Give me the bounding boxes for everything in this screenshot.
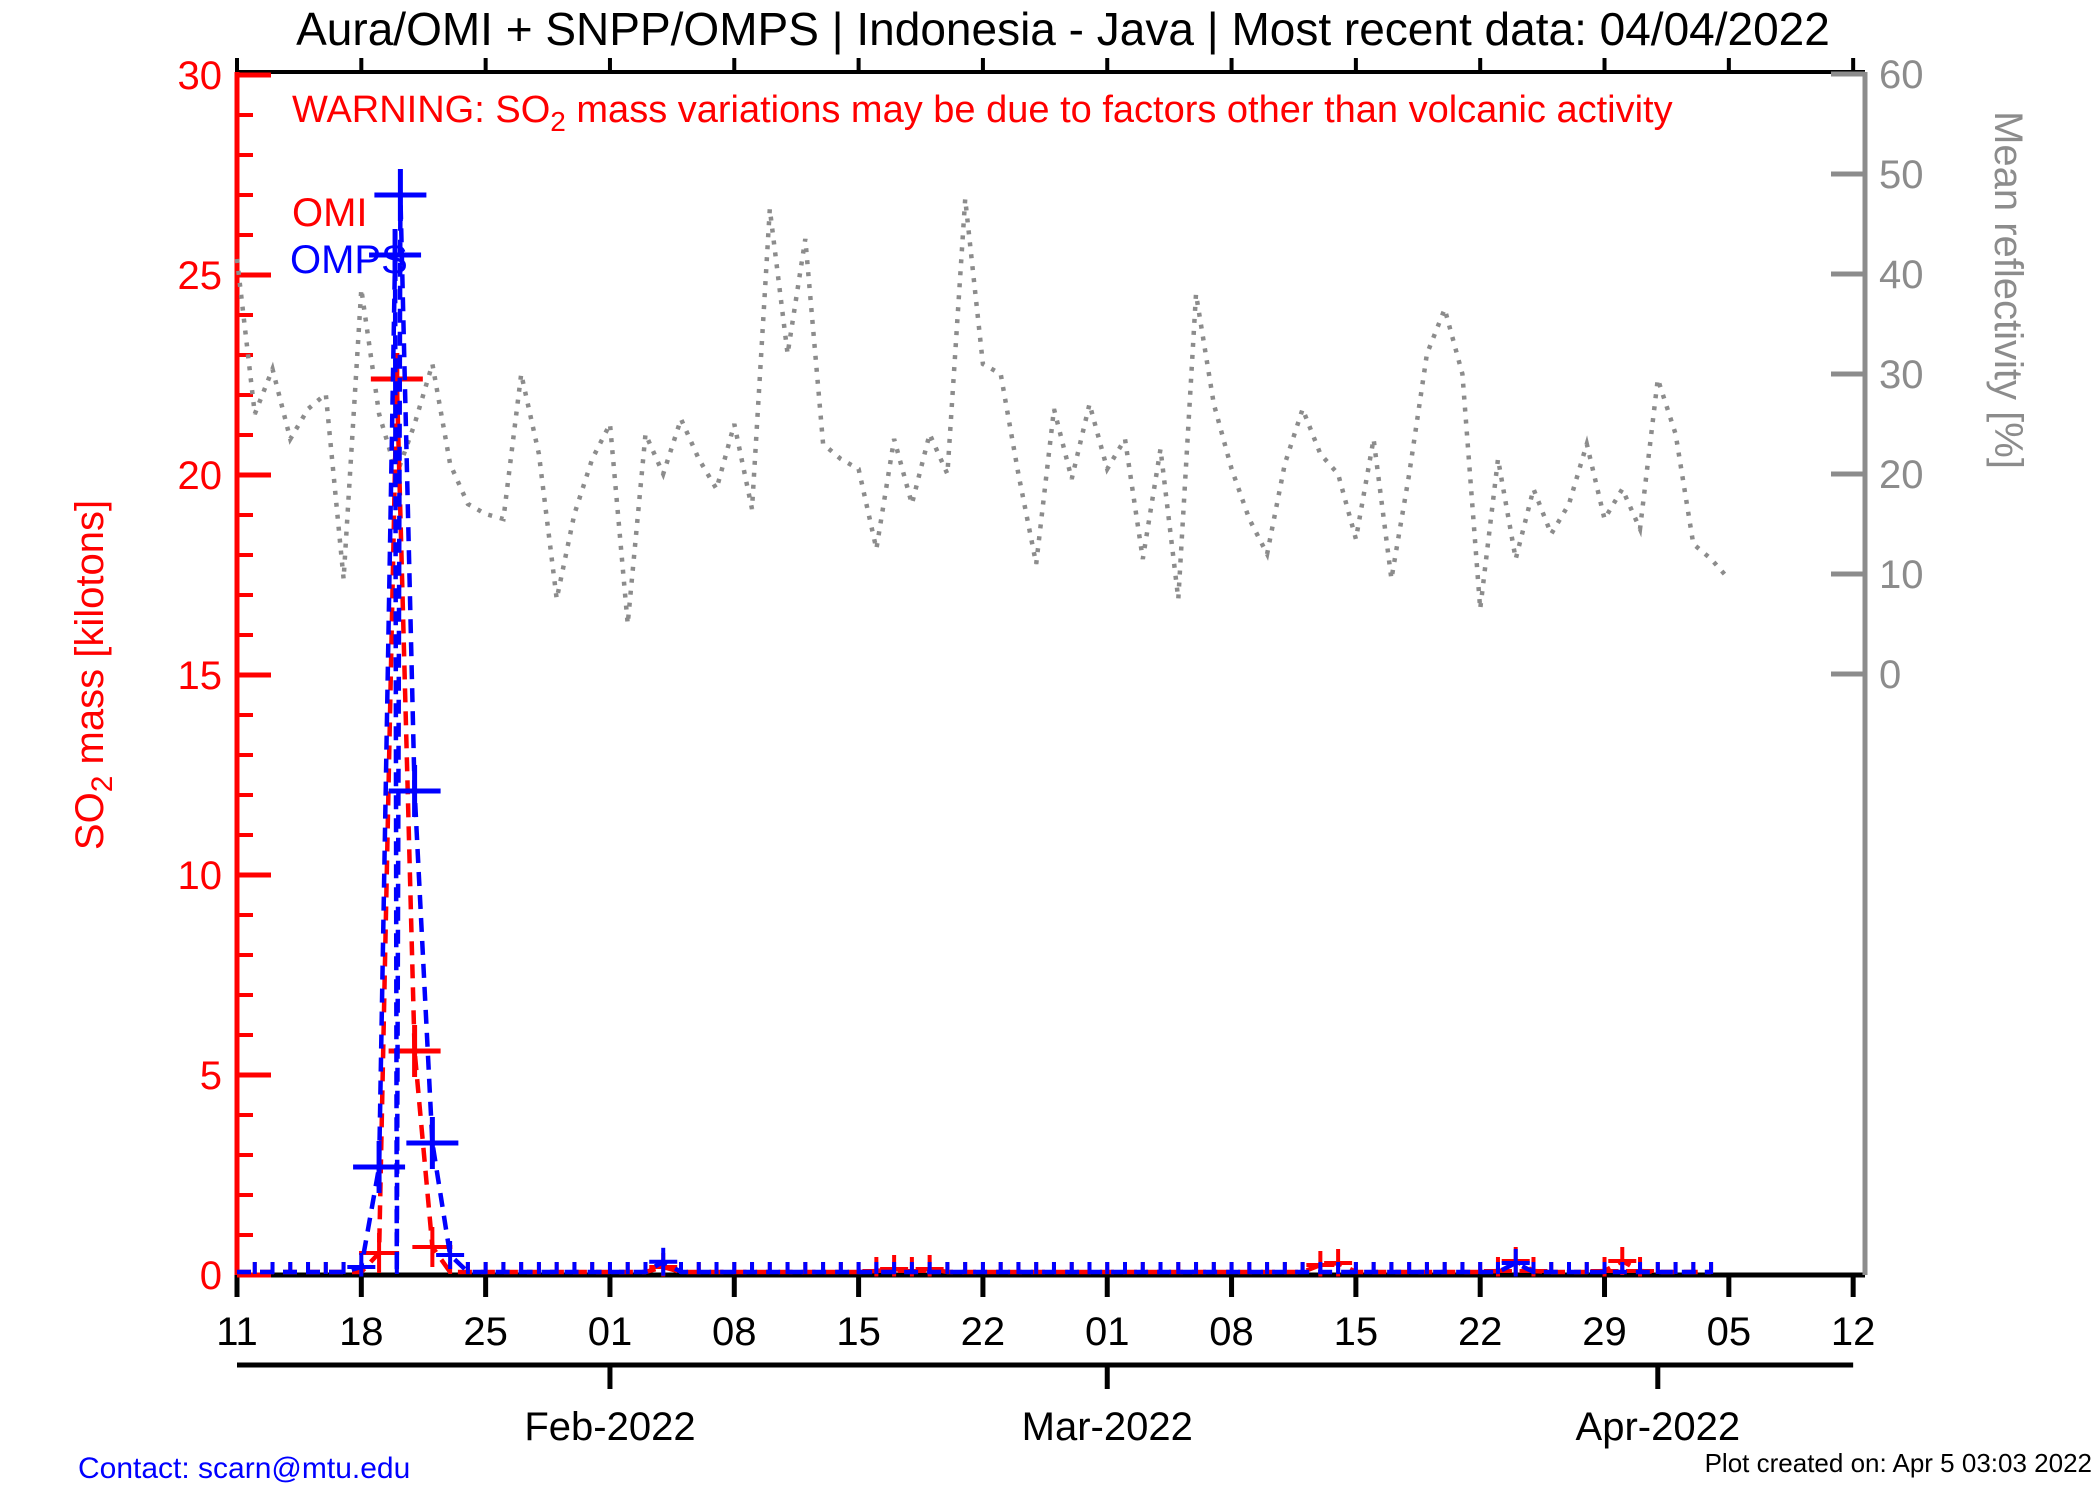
warning-text: WARNING: SO2 mass variations may be due … bbox=[292, 89, 1673, 137]
month-label: Mar-2022 bbox=[1022, 1405, 1193, 1449]
x-tick-label: 25 bbox=[463, 1310, 508, 1354]
right-tick-label: 30 bbox=[1879, 353, 1924, 397]
x-tick-label: 01 bbox=[588, 1310, 633, 1354]
month-label: Feb-2022 bbox=[524, 1405, 695, 1449]
contact-link[interactable]: Contact: scarn@mtu.edu bbox=[78, 1452, 410, 1485]
left-tick-label: 30 bbox=[178, 54, 223, 98]
left-tick-label: 20 bbox=[178, 454, 223, 498]
right-axis-title: Mean reflectivity [%] bbox=[1986, 111, 2030, 469]
reflectivity-line bbox=[234, 198, 1731, 625]
page-title: Aura/OMI + SNPP/OMPS | Indonesia - Java … bbox=[296, 3, 1830, 55]
right-tick-label: 60 bbox=[1879, 53, 1924, 97]
x-tick-label: 15 bbox=[836, 1310, 881, 1354]
omps-line bbox=[237, 194, 1712, 1275]
x-tick-label: 08 bbox=[712, 1310, 757, 1354]
left-tick-label: 0 bbox=[200, 1254, 222, 1298]
left-tick-label: 5 bbox=[200, 1054, 222, 1098]
legend-omi-label: OMI bbox=[292, 191, 368, 235]
right-tick-label: 40 bbox=[1879, 253, 1924, 297]
right-tick-label: 50 bbox=[1879, 153, 1924, 197]
data-series bbox=[234, 169, 1731, 1277]
x-tick-label: 12 bbox=[1831, 1310, 1876, 1354]
x-tick-label: 01 bbox=[1085, 1310, 1130, 1354]
month-label: Apr-2022 bbox=[1576, 1405, 1741, 1449]
omps-markers bbox=[252, 169, 1714, 1277]
left-tick-label: 15 bbox=[178, 654, 223, 698]
right-tick-label: 10 bbox=[1879, 553, 1924, 597]
x-tick-label: 22 bbox=[1458, 1310, 1503, 1354]
x-tick-label: 29 bbox=[1582, 1310, 1627, 1354]
omi-markers bbox=[252, 353, 1714, 1277]
x-tick-label: 22 bbox=[961, 1310, 1006, 1354]
x-tick-label: 18 bbox=[339, 1310, 384, 1354]
x-tick-label: 15 bbox=[1334, 1310, 1379, 1354]
omi-line bbox=[237, 378, 1712, 1275]
left-tick-label: 10 bbox=[178, 854, 223, 898]
left-axis-title: SO2 mass [kilotons] bbox=[68, 500, 119, 850]
legend-omps-label: OMPS bbox=[290, 238, 408, 282]
x-tick-label: 11 bbox=[216, 1310, 258, 1354]
right-tick-label: 20 bbox=[1879, 453, 1924, 497]
right-tick-label: 0 bbox=[1879, 653, 1901, 697]
x-tick-label: 05 bbox=[1707, 1310, 1752, 1354]
axes bbox=[234, 58, 1868, 1389]
left-tick-label: 25 bbox=[178, 254, 223, 298]
plot-created-note: Plot created on: Apr 5 03:03 2022 bbox=[1705, 1448, 2092, 1478]
x-tick-label: 08 bbox=[1209, 1310, 1254, 1354]
